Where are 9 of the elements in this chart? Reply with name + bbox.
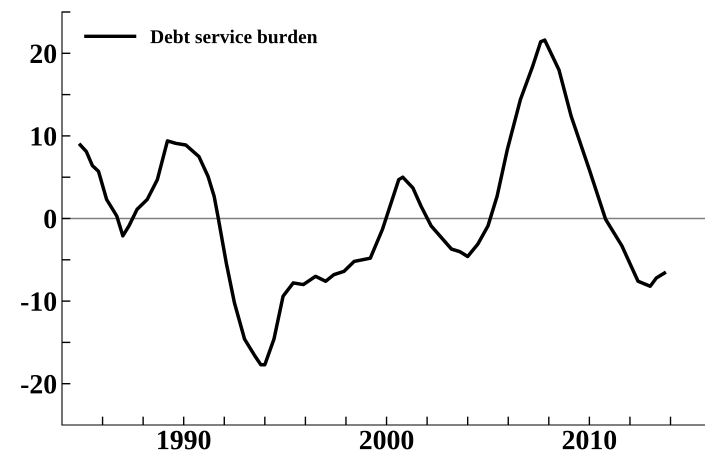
y-tick-label: -20 — [21, 374, 56, 394]
y-tick-label: 20 — [30, 44, 56, 64]
x-tick-label: 2010 — [562, 430, 616, 450]
x-tick-label: 1990 — [158, 430, 210, 450]
y-tick-label: -10 — [21, 292, 56, 312]
legend-label: Debt service burden — [150, 30, 318, 44]
y-tick-label: 0 — [44, 210, 56, 228]
x-tick-label: 2000 — [360, 430, 414, 450]
y-tick-label: 10 — [32, 127, 56, 146]
